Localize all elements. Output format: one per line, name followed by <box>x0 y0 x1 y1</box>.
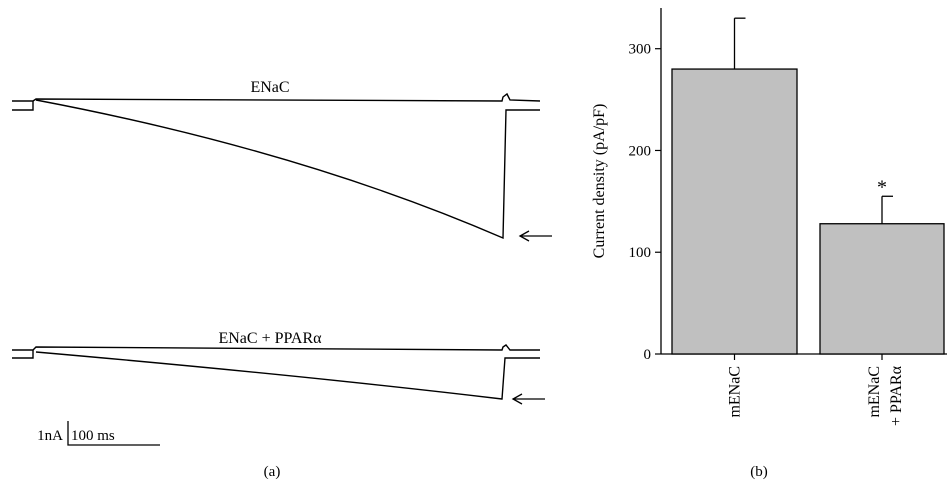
trace-enac-current <box>35 99 540 240</box>
trace-enac <box>12 92 541 240</box>
y-axis-label: Current density (pA/pF) <box>591 104 608 259</box>
panel-a-label: (a) <box>264 464 281 480</box>
trace-enac-label: ENaC <box>250 79 289 96</box>
trace-enac-ppar-current <box>35 351 540 400</box>
scalebar: 1nA 100 ms <box>37 421 160 446</box>
y-tick-label: 100 <box>629 245 652 261</box>
significance-marker: * <box>877 176 887 198</box>
scalebar-time-label: 100 ms <box>71 428 115 444</box>
trace-enac-ppar-baseline <box>12 344 540 351</box>
panel-b-chart: 0 100 200 300 Current density (pA/pF) mENaC * m… <box>591 8 947 480</box>
scalebar-current-label: 1nA <box>37 428 63 444</box>
trace-enac-baseline <box>12 92 541 102</box>
trace-enac-ppar-label: ENaC + PPARα <box>218 330 322 347</box>
panel-b-label: (b) <box>750 464 768 480</box>
trace-enac-left-step <box>12 101 34 111</box>
scalebar-lines <box>67 421 160 446</box>
y-tick-label: 0 <box>644 347 652 363</box>
y-tick-label: 300 <box>629 42 652 58</box>
panel-a: ENaC ENaC + PPARα 1nA 100 ms (a) <box>12 79 552 480</box>
arrow-enac-ppar <box>511 393 545 405</box>
trace-enac-ppar-left-step <box>12 350 34 359</box>
bar <box>819 223 945 355</box>
trace-enac-ppar <box>12 344 540 400</box>
x-tick-label: mENaC <box>866 366 883 418</box>
y-tick-label: 200 <box>629 143 652 159</box>
x-tick-label: mENaC <box>727 366 744 418</box>
bar <box>671 68 798 355</box>
arrow-enac <box>518 230 552 242</box>
x-tick-label: + PPARα <box>888 365 905 426</box>
